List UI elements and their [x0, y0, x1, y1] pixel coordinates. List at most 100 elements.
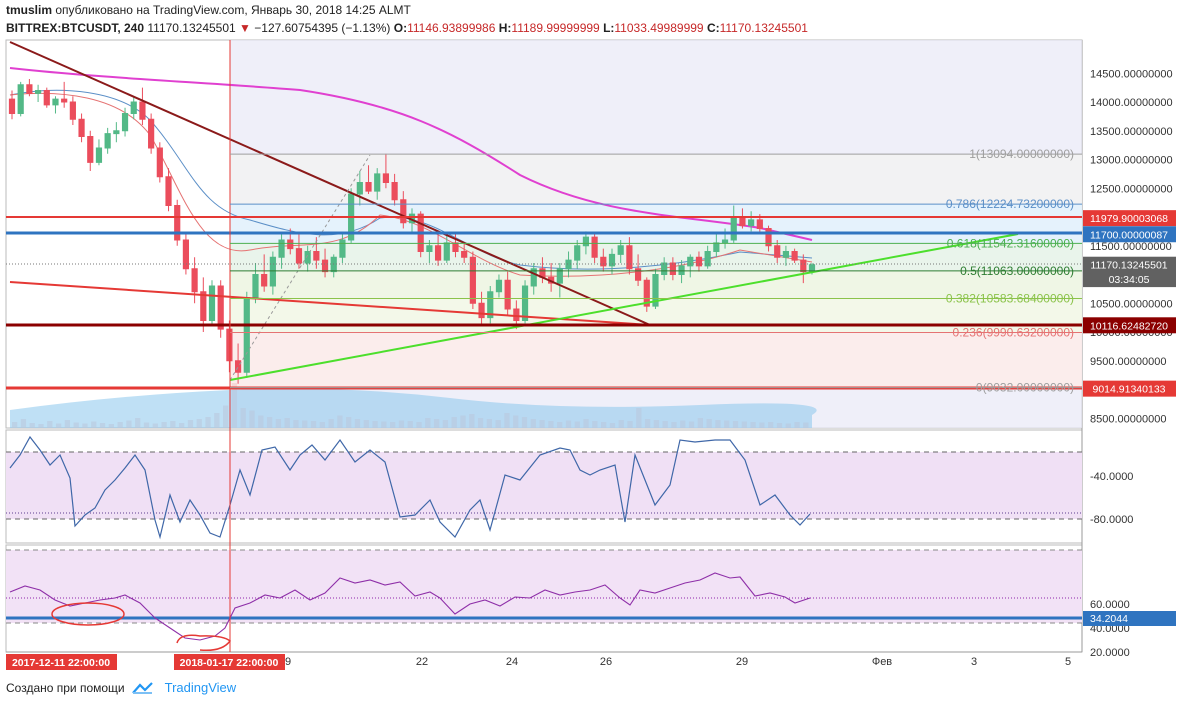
- time-axis[interactable]: 19 22 24 26 29 Фев 3 5: [279, 656, 1071, 668]
- price-label: 10116.62482720: [1090, 320, 1168, 332]
- fib-zone: [230, 154, 1082, 205]
- price-label-badge: [1083, 317, 1176, 334]
- candle: [574, 240, 581, 269]
- candle: [591, 234, 598, 263]
- candle: [530, 263, 537, 295]
- candle: [87, 130, 94, 171]
- candle: [382, 153, 390, 189]
- fib-level-label: 1(13094.00000000): [969, 147, 1074, 161]
- ma-short-line: [9, 92, 813, 277]
- candle: [348, 188, 355, 243]
- price-label-badge: [1083, 271, 1176, 288]
- candle: [34, 84, 42, 102]
- annotation-ellipse-2[interactable]: [176, 634, 232, 652]
- candle: [365, 165, 372, 194]
- candle: [217, 280, 224, 338]
- candle: [495, 274, 503, 298]
- candle: [391, 173, 398, 206]
- candle: [800, 254, 807, 284]
- price-tick: 9500.00000000: [1090, 356, 1166, 368]
- trendline-support[interactable]: [229, 233, 1019, 381]
- candle: [704, 245, 711, 269]
- candle: [669, 257, 676, 281]
- tradingview-logo-icon[interactable]: [131, 681, 155, 695]
- annotation-ellipse-1[interactable]: [51, 602, 125, 626]
- candle: [104, 127, 111, 154]
- ohlc-legend: BITTREX:BTCUSDT, 240 11170.13245501 ▼ −1…: [6, 21, 808, 35]
- candle: [600, 248, 607, 272]
- candle: [121, 107, 129, 137]
- ma-long-line: [9, 67, 813, 241]
- osc2-value-badge: [1083, 611, 1176, 626]
- candle: [43, 87, 50, 108]
- candle: [226, 320, 233, 373]
- fib-level-label: 0.236(9990.63200000): [953, 326, 1074, 340]
- price-label-badge: [1083, 226, 1176, 243]
- candle: [69, 96, 76, 125]
- time-tick: 22: [416, 656, 428, 668]
- osc2-value-label: 34.2044: [1090, 613, 1128, 625]
- time-tick: 26: [600, 656, 612, 668]
- start-date-label: 2017-12-11 22:00:00: [12, 657, 110, 669]
- fib-level-label: 0.382(10583.68400000): [946, 291, 1074, 305]
- close-value: 11170.13245501: [719, 21, 808, 35]
- fib-zone: [230, 204, 1082, 244]
- candle: [130, 96, 137, 120]
- footer: Создано при помощи TradingView: [6, 680, 236, 695]
- symbol-label[interactable]: BITTREX:BTCUSDT, 240: [6, 21, 145, 35]
- candle: [782, 245, 790, 266]
- candle: [17, 81, 24, 117]
- price-change: −127.60754395 (−1.13%): [254, 21, 391, 35]
- candle: [478, 291, 485, 327]
- candle: [113, 122, 120, 143]
- trendline-resistance[interactable]: [9, 41, 651, 326]
- candle: [52, 96, 59, 114]
- candle: [174, 199, 181, 246]
- fib-labels: 1(13094.00000000) 0.786(12224.73200000) 0.…: [230, 147, 1082, 395]
- open-value: 11146.93899986: [407, 21, 496, 35]
- candle: [278, 234, 285, 269]
- tradingview-brand[interactable]: TradingView: [164, 680, 237, 695]
- footer-text: Создано при помощи: [6, 680, 125, 695]
- candle: [156, 142, 163, 183]
- candle: [208, 280, 216, 327]
- candle: [374, 168, 381, 200]
- trendline-lower[interactable]: [9, 281, 651, 326]
- high-value: 11189.99999999: [511, 21, 600, 35]
- price-axis[interactable]: 14500.00000000 14000.00000000 13500.000000…: [1083, 68, 1176, 425]
- candlesticks: [8, 79, 816, 384]
- candle: [8, 90, 16, 120]
- down-arrow-icon: ▼: [239, 21, 251, 35]
- fib-level-label: 0(9032.00000000): [976, 381, 1074, 395]
- price-label: 11170.13245501: [1090, 260, 1167, 272]
- price-label: 11979.90003068: [1090, 213, 1168, 225]
- author-name[interactable]: tmuslim: [6, 3, 53, 17]
- candle: [504, 271, 511, 315]
- candle: [339, 234, 346, 263]
- price-tick: 13500.00000000: [1090, 126, 1173, 138]
- osc2-band: [6, 550, 1082, 623]
- fib-level-label: 0.618(11542.31600000): [947, 236, 1074, 250]
- high-label: H:: [498, 21, 512, 35]
- chart-canvas[interactable]: 1(13094.00000000) 0.786(12224.73200000) 0.…: [0, 0, 1184, 675]
- candle: [765, 225, 772, 252]
- fib-level-label: 0.786(12224.73200000): [946, 197, 1074, 211]
- osc1-line: [9, 435, 811, 540]
- candle: [400, 191, 407, 229]
- candle: [652, 268, 659, 309]
- price-label-badge: [1083, 256, 1176, 273]
- candle: [556, 263, 563, 298]
- start-date-badge: [6, 654, 117, 670]
- candle: [26, 79, 33, 97]
- price-tick: 8500.00000000: [1090, 413, 1166, 425]
- candle: [191, 257, 198, 304]
- price-tick: 11500.00000000: [1090, 241, 1172, 253]
- candle: [634, 254, 642, 286]
- close-label: C:: [706, 21, 720, 35]
- candle: [687, 254, 694, 278]
- candle: [643, 277, 650, 312]
- candle: [748, 211, 755, 232]
- price-tick: 10500.00000000: [1090, 298, 1173, 310]
- osc1-tick: -40.0000: [1090, 471, 1133, 483]
- candle: [356, 171, 363, 206]
